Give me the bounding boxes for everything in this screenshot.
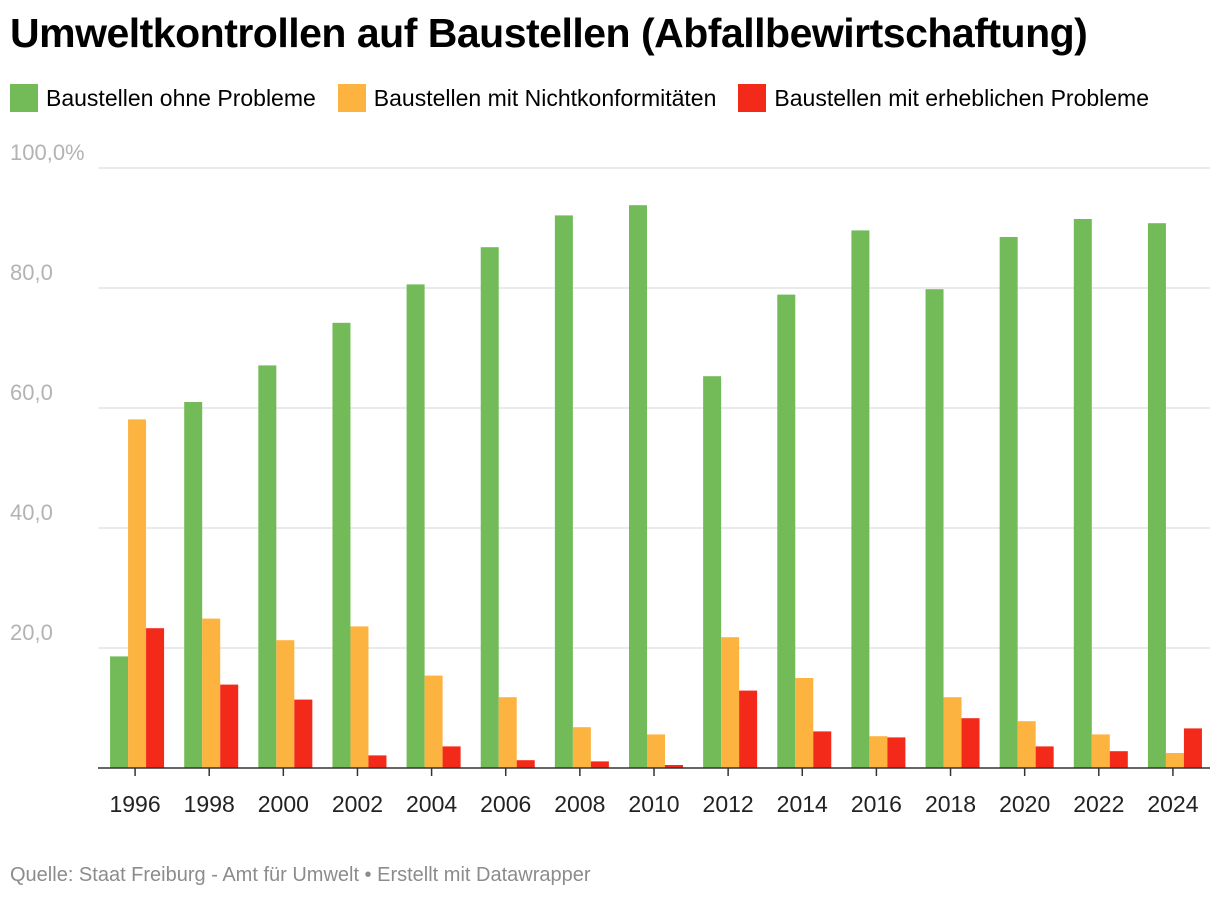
legend-label: Baustellen mit Nichtkonformitäten xyxy=(373,84,717,111)
bar-no-problems xyxy=(184,402,203,768)
bar-no-problems xyxy=(999,237,1018,768)
y-tick-label: 40,0 xyxy=(10,500,53,525)
source-note: Quelle: Staat Freiburg - Amt für Umwelt … xyxy=(10,864,591,886)
x-tick-label: 2004 xyxy=(406,791,457,817)
bar-serious-problems xyxy=(1035,746,1054,768)
x-tick-label: 2012 xyxy=(703,791,754,817)
chart-title: Umweltkontrollen auf Baustellen (Abfallb… xyxy=(10,10,1088,56)
y-tick-label: 20,0 xyxy=(10,620,53,645)
bar-serious-problems xyxy=(1109,751,1128,768)
bar-no-problems xyxy=(406,284,425,768)
bar-serious-problems xyxy=(220,684,239,768)
x-tick-label: 1998 xyxy=(184,791,235,817)
bar-nonconformities xyxy=(721,637,740,768)
x-tick-label: 2016 xyxy=(851,791,902,817)
x-tick-label: 2020 xyxy=(999,791,1050,817)
bar-no-problems xyxy=(703,376,722,768)
legend-label: Baustellen ohne Probleme xyxy=(46,84,316,111)
y-tick-label: 80,0 xyxy=(10,260,53,285)
bar-serious-problems xyxy=(1183,728,1202,768)
legend-swatch-red xyxy=(738,84,767,112)
bar-no-problems xyxy=(110,656,129,768)
bar-no-problems xyxy=(1147,223,1166,768)
x-tick-label: 2024 xyxy=(1147,791,1198,817)
x-tick-label: 1996 xyxy=(109,791,160,817)
x-tick-label: 2006 xyxy=(480,791,531,817)
bar-serious-problems xyxy=(368,755,387,768)
bar-nonconformities xyxy=(1165,753,1184,768)
legend-label: Baustellen mit erheblichen Probleme xyxy=(774,84,1149,111)
x-tick-label: 2010 xyxy=(628,791,679,817)
bar-serious-problems xyxy=(294,699,313,768)
bar-no-problems xyxy=(554,215,573,768)
bar-serious-problems xyxy=(961,718,980,768)
bar-nonconformities xyxy=(795,678,814,768)
bar-nonconformities xyxy=(128,419,147,768)
x-tick-label: 2008 xyxy=(554,791,605,817)
legend-item-nonconformities: Baustellen mit Nichtkonformitäten xyxy=(337,84,717,112)
bar-nonconformities xyxy=(1091,734,1110,768)
bar-serious-problems xyxy=(887,737,906,768)
legend-swatch-orange xyxy=(337,84,366,112)
bar-serious-problems xyxy=(516,760,535,768)
bar-no-problems xyxy=(851,230,870,768)
bar-no-problems xyxy=(1073,219,1092,768)
bar-nonconformities xyxy=(943,697,962,768)
x-tick-label: 2014 xyxy=(777,791,828,817)
bar-nonconformities xyxy=(424,675,443,768)
bar-serious-problems xyxy=(739,690,758,768)
bar-nonconformities xyxy=(1017,721,1036,768)
bar-serious-problems xyxy=(813,731,832,768)
bar-no-problems xyxy=(777,294,796,768)
legend-item-serious-problems: Baustellen mit erheblichen Probleme xyxy=(738,84,1149,112)
bar-chart: 20,0 40,0 60,0 80,0 100,0% 1996 1998 2000 2002 20… xyxy=(10,140,1210,817)
x-tick-label: 2000 xyxy=(258,791,309,817)
bar-serious-problems xyxy=(665,765,683,768)
y-tick-label: 60,0 xyxy=(10,380,53,405)
bar-nonconformities xyxy=(276,640,295,768)
legend: Baustellen ohne Probleme Baustellen mit … xyxy=(10,84,1149,112)
x-tick-label: 2022 xyxy=(1073,791,1124,817)
bar-serious-problems xyxy=(442,746,461,768)
bar-no-problems xyxy=(480,247,499,768)
bar-nonconformities xyxy=(572,727,591,768)
bar-serious-problems xyxy=(146,628,165,768)
bar-serious-problems xyxy=(590,761,609,768)
bar-nonconformities xyxy=(202,618,221,768)
y-tick-label: 100,0% xyxy=(10,140,85,165)
legend-item-no-problems: Baustellen ohne Probleme xyxy=(10,84,316,112)
legend-swatch-green xyxy=(10,84,38,112)
bar-nonconformities xyxy=(647,734,665,768)
bar-nonconformities xyxy=(869,736,888,768)
bar-nonconformities xyxy=(498,697,517,768)
x-tick-label: 2018 xyxy=(925,791,976,817)
bar-no-problems xyxy=(629,205,647,768)
bar-nonconformities xyxy=(350,626,369,768)
bar-no-problems xyxy=(925,289,944,768)
x-tick-label: 2002 xyxy=(332,791,383,817)
bar-no-problems xyxy=(258,365,277,768)
bar-no-problems xyxy=(332,322,351,768)
